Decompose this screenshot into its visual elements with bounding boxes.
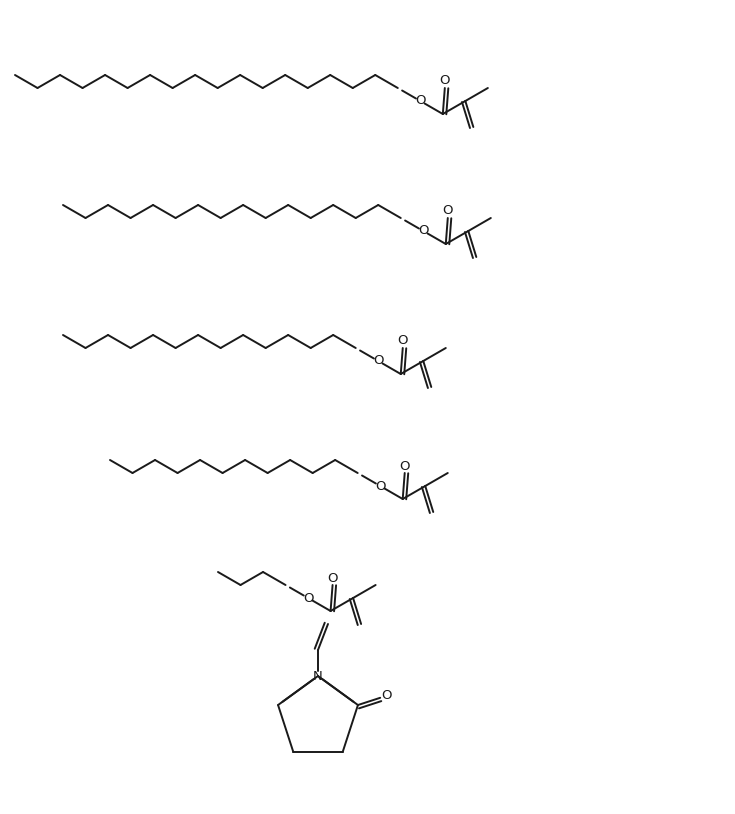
- Text: O: O: [440, 75, 450, 87]
- Text: O: O: [418, 225, 429, 238]
- Text: O: O: [303, 592, 313, 605]
- Text: N: N: [313, 669, 323, 682]
- Text: O: O: [399, 459, 410, 472]
- Text: O: O: [373, 355, 384, 367]
- Text: O: O: [375, 479, 385, 492]
- Text: O: O: [381, 689, 392, 702]
- Text: O: O: [398, 335, 408, 348]
- Text: O: O: [327, 571, 338, 584]
- Text: O: O: [415, 94, 426, 107]
- Text: O: O: [442, 204, 453, 217]
